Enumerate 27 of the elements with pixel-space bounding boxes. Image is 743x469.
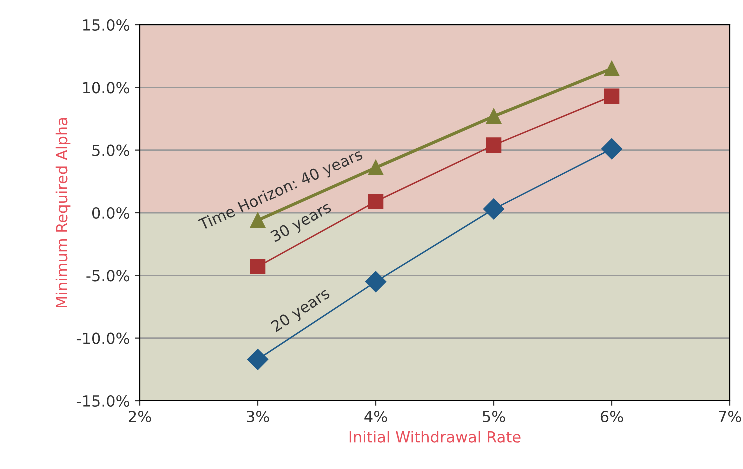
point: [247, 349, 269, 370]
point: [250, 259, 266, 275]
y-tick-label: 5.0%: [92, 144, 130, 156]
point: [365, 271, 387, 292]
point: [368, 160, 384, 176]
x-tick-label: 7%: [719, 410, 742, 423]
y-tick-label: 15.0%: [83, 19, 130, 32]
y-tick-label: 0.0%: [92, 207, 130, 220]
point: [486, 138, 502, 153]
x-tick-label: 5%: [483, 410, 506, 423]
point: [368, 194, 384, 210]
point: [486, 108, 502, 124]
x-tick-label: 2%: [129, 410, 152, 423]
x-tick-label: 6%: [600, 410, 624, 423]
point: [483, 198, 505, 220]
y-tick-label: 10.0%: [83, 82, 130, 94]
x-tick-label: 3%: [247, 410, 270, 423]
point: [604, 61, 620, 77]
y-tick-label: -15.0%: [76, 395, 130, 408]
point: [250, 212, 266, 228]
x-tick-label: 4%: [364, 410, 388, 423]
x-axis-title: Initial Withdrawal Rate: [350, 431, 521, 443]
y-axis-title: Minimum Required Alpha: [56, 118, 71, 308]
point: [604, 88, 620, 104]
y-tick-label: -5.0%: [86, 270, 130, 282]
y-tick-label: -10.0%: [76, 332, 130, 344]
point: [601, 138, 623, 160]
